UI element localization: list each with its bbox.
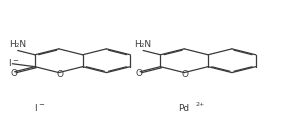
- Text: −: −: [13, 58, 18, 64]
- Text: O: O: [56, 70, 63, 79]
- Text: H₂N: H₂N: [135, 39, 152, 48]
- Text: 2+: 2+: [195, 102, 204, 107]
- Text: O: O: [182, 70, 188, 79]
- Text: −: −: [38, 102, 44, 108]
- Text: I: I: [8, 59, 11, 68]
- Text: H₂N: H₂N: [9, 39, 26, 48]
- Text: Pd: Pd: [178, 104, 189, 113]
- Text: I: I: [34, 104, 36, 113]
- Text: O: O: [136, 69, 143, 78]
- Text: O: O: [10, 69, 17, 78]
